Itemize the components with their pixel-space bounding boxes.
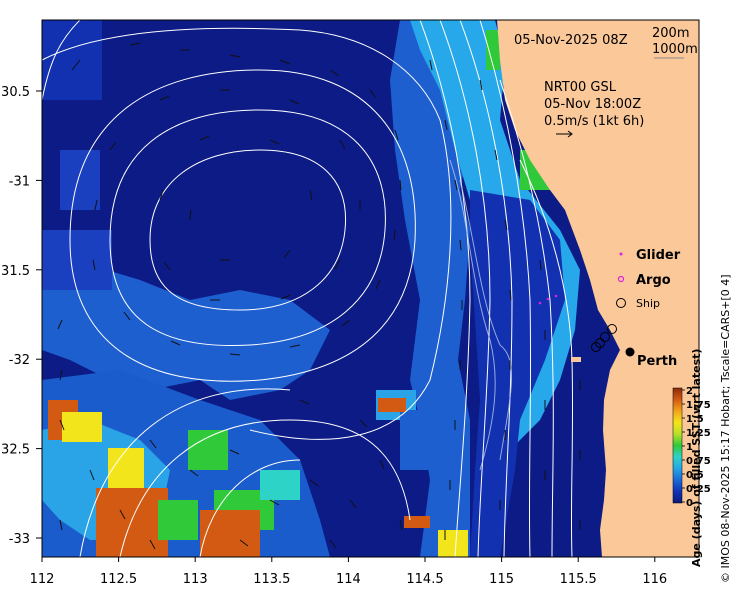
ssh-contours (42, 20, 574, 557)
nearshore-deep-band (470, 190, 565, 557)
legend-glider: Glider (636, 248, 681, 263)
colorbar-title: Age (days) of filled SST (wrt latest) (690, 349, 703, 567)
perth-marker (625, 347, 635, 357)
current-scale-label: 0.5m/s (1kt 6h) (544, 114, 644, 129)
y-tick-label: -31 (9, 174, 30, 189)
colorbar-tick-label: 0 (686, 498, 693, 509)
colorbar-tick-label: 0.75 (686, 456, 711, 467)
credit-line: © IMOS 08-Nov-2025 15:17 Hobart; Tscale=… (719, 274, 732, 583)
x-tick-label: 116 (642, 572, 667, 587)
y-axis-ticks: 30.5 -31 31.5 -32 32.5 -33 (1, 85, 42, 547)
patch-mid-2 (400, 410, 430, 470)
glider-symbol (619, 252, 623, 256)
y-tick-label: -33 (9, 532, 30, 547)
x-tick-label: 115.5 (560, 572, 597, 587)
x-tick-label: 113.5 (253, 572, 290, 587)
y-tick-label: 30.5 (1, 85, 30, 100)
current-vectors (57, 42, 581, 550)
patch-green-3 (158, 500, 198, 540)
northwest-patch (42, 20, 102, 100)
isobath-lines (449, 159, 513, 471)
x-tick-label: 113 (183, 572, 208, 587)
colorbar: 2 1.75 1.5 1.25 1 0.75 0.5 0.25 0 Age (days) of … (672, 349, 711, 567)
colorbar-tick-label: 0.25 (686, 484, 711, 495)
current-time-label: 05-Nov 18:00Z (544, 97, 641, 112)
y-tick-label: -32 (9, 353, 30, 368)
northwest-patch-2 (60, 150, 100, 210)
colorbar-tick-label: 1.5 (686, 414, 704, 425)
map-frame (41, 19, 700, 558)
map-timestamp: 05-Nov-2025 08Z (514, 33, 628, 48)
current-scale-arrow (556, 130, 573, 138)
patch-green-4 (486, 30, 500, 70)
current-source-label: NRT00 GSL (544, 80, 617, 95)
rottnest-island (571, 357, 581, 362)
colorbar-tick-label: 2 (686, 386, 693, 397)
ship-symbol (616, 298, 626, 308)
offshore-mid-blue (42, 265, 330, 400)
patch-orange-5 (404, 516, 430, 528)
x-tick-label: 112.5 (100, 572, 137, 587)
legend-ship: Ship (636, 297, 660, 310)
map-plot-area (42, 20, 699, 557)
patch-orange-4 (378, 398, 406, 412)
x-axis-ticks: 112 112.5 113 113.5 114 114.5 115 115.5 116 (30, 557, 667, 587)
x-tick-label: 114 (336, 572, 361, 587)
patch-orange-3 (200, 510, 260, 557)
isobath-label-200: 200m (652, 26, 689, 41)
ship-tracks (591, 324, 617, 352)
y-tick-label: 32.5 (1, 443, 30, 458)
y-tick-label: 31.5 (1, 264, 30, 279)
legend: Glider Argo Ship (616, 248, 681, 310)
legend-argo: Argo (636, 273, 671, 288)
colorbar-ticks: 2 1.75 1.5 1.25 1 0.75 0.5 0.25 0 (682, 386, 711, 509)
city-label-perth: Perth (637, 354, 677, 369)
patch-yellow-3 (438, 530, 468, 557)
patch-yellow-1 (62, 412, 102, 442)
x-tick-label: 115 (489, 572, 514, 587)
west-patch (42, 230, 112, 290)
colorbar-tick-label: 1 (686, 442, 693, 453)
patch-orange-2 (96, 488, 168, 557)
land-western-australia (497, 20, 699, 557)
colorbar-tick-label: 0.5 (686, 470, 704, 481)
glider-tracks (538, 294, 558, 305)
patch-yellow-2 (108, 448, 144, 488)
patch-green-1 (188, 430, 228, 470)
colorbar-tick-label: 1.75 (686, 400, 711, 411)
isobath-label-1000: 1000m (652, 42, 698, 57)
argo-symbol (617, 275, 625, 283)
colorbar-gradient (672, 387, 683, 504)
x-tick-label: 112 (30, 572, 55, 587)
x-tick-label: 114.5 (406, 572, 443, 587)
colorbar-tick-label: 1.25 (686, 428, 711, 439)
patch-teal-1 (260, 470, 300, 500)
